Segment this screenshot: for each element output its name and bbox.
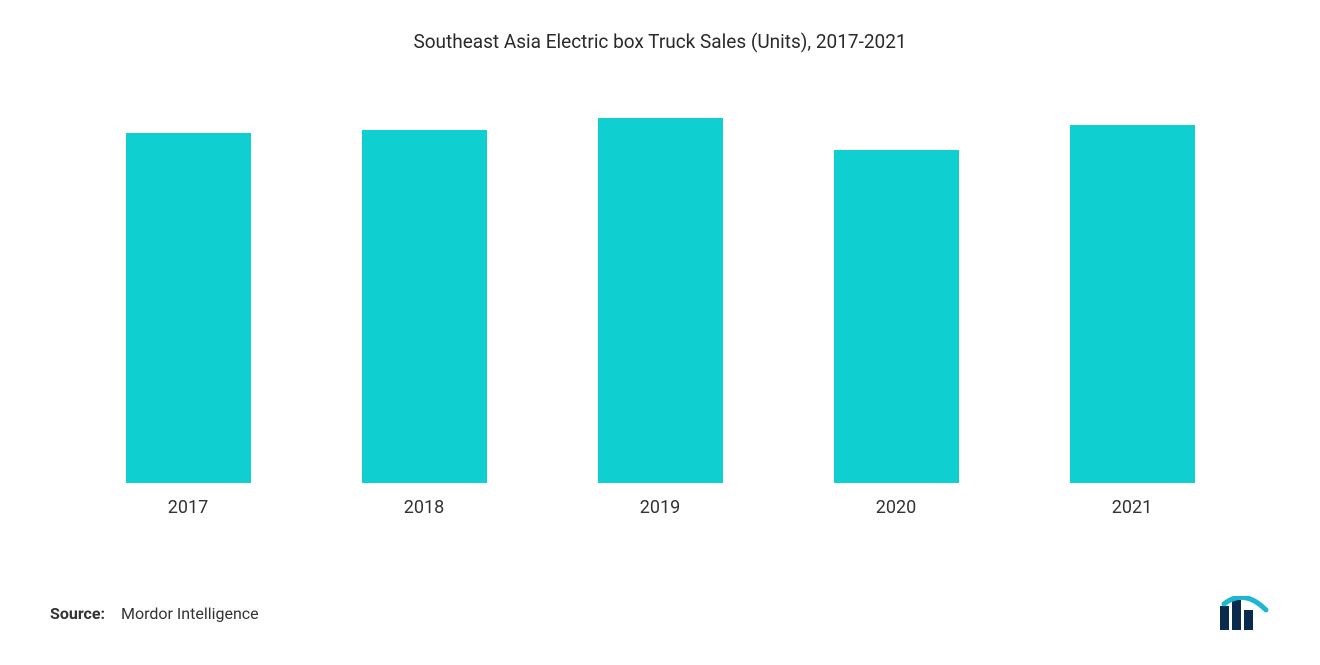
x-axis-labels: 20172018201920202021 — [50, 497, 1270, 518]
bar-slot — [1014, 113, 1250, 483]
x-axis-label: 2020 — [778, 497, 1014, 518]
bar-slot — [70, 113, 306, 483]
logo-icon — [1218, 596, 1270, 630]
source-value: Mordor Intelligence — [121, 604, 259, 623]
bar — [1070, 125, 1195, 483]
bar — [834, 150, 959, 483]
source-line: Source: Mordor Intelligence — [50, 604, 259, 623]
logo-bar-1 — [1220, 606, 1229, 630]
bar — [598, 118, 723, 483]
source-label: Source: — [50, 604, 105, 623]
logo-bar-2 — [1232, 600, 1241, 630]
bar — [126, 133, 251, 483]
plot-area — [50, 113, 1270, 483]
brand-logo — [1218, 596, 1270, 630]
bar-slot — [778, 113, 1014, 483]
x-axis-label: 2018 — [306, 497, 542, 518]
chart-title: Southeast Asia Electric box Truck Sales … — [50, 30, 1270, 53]
bar-slot — [306, 113, 542, 483]
bar-slot — [542, 113, 778, 483]
x-axis-label: 2019 — [542, 497, 778, 518]
logo-bar-3 — [1244, 610, 1253, 630]
logo-arc — [1224, 597, 1266, 610]
chart-container: Southeast Asia Electric box Truck Sales … — [0, 0, 1320, 665]
x-axis-label: 2021 — [1014, 497, 1250, 518]
x-axis-label: 2017 — [70, 497, 306, 518]
bar — [362, 130, 487, 483]
chart-footer: Source: Mordor Intelligence — [50, 596, 1270, 630]
